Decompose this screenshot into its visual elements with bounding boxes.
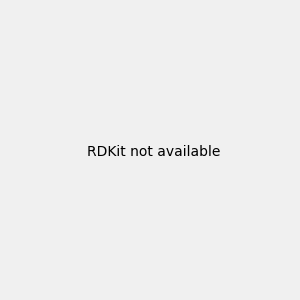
Text: RDKit not available: RDKit not available <box>87 145 220 158</box>
